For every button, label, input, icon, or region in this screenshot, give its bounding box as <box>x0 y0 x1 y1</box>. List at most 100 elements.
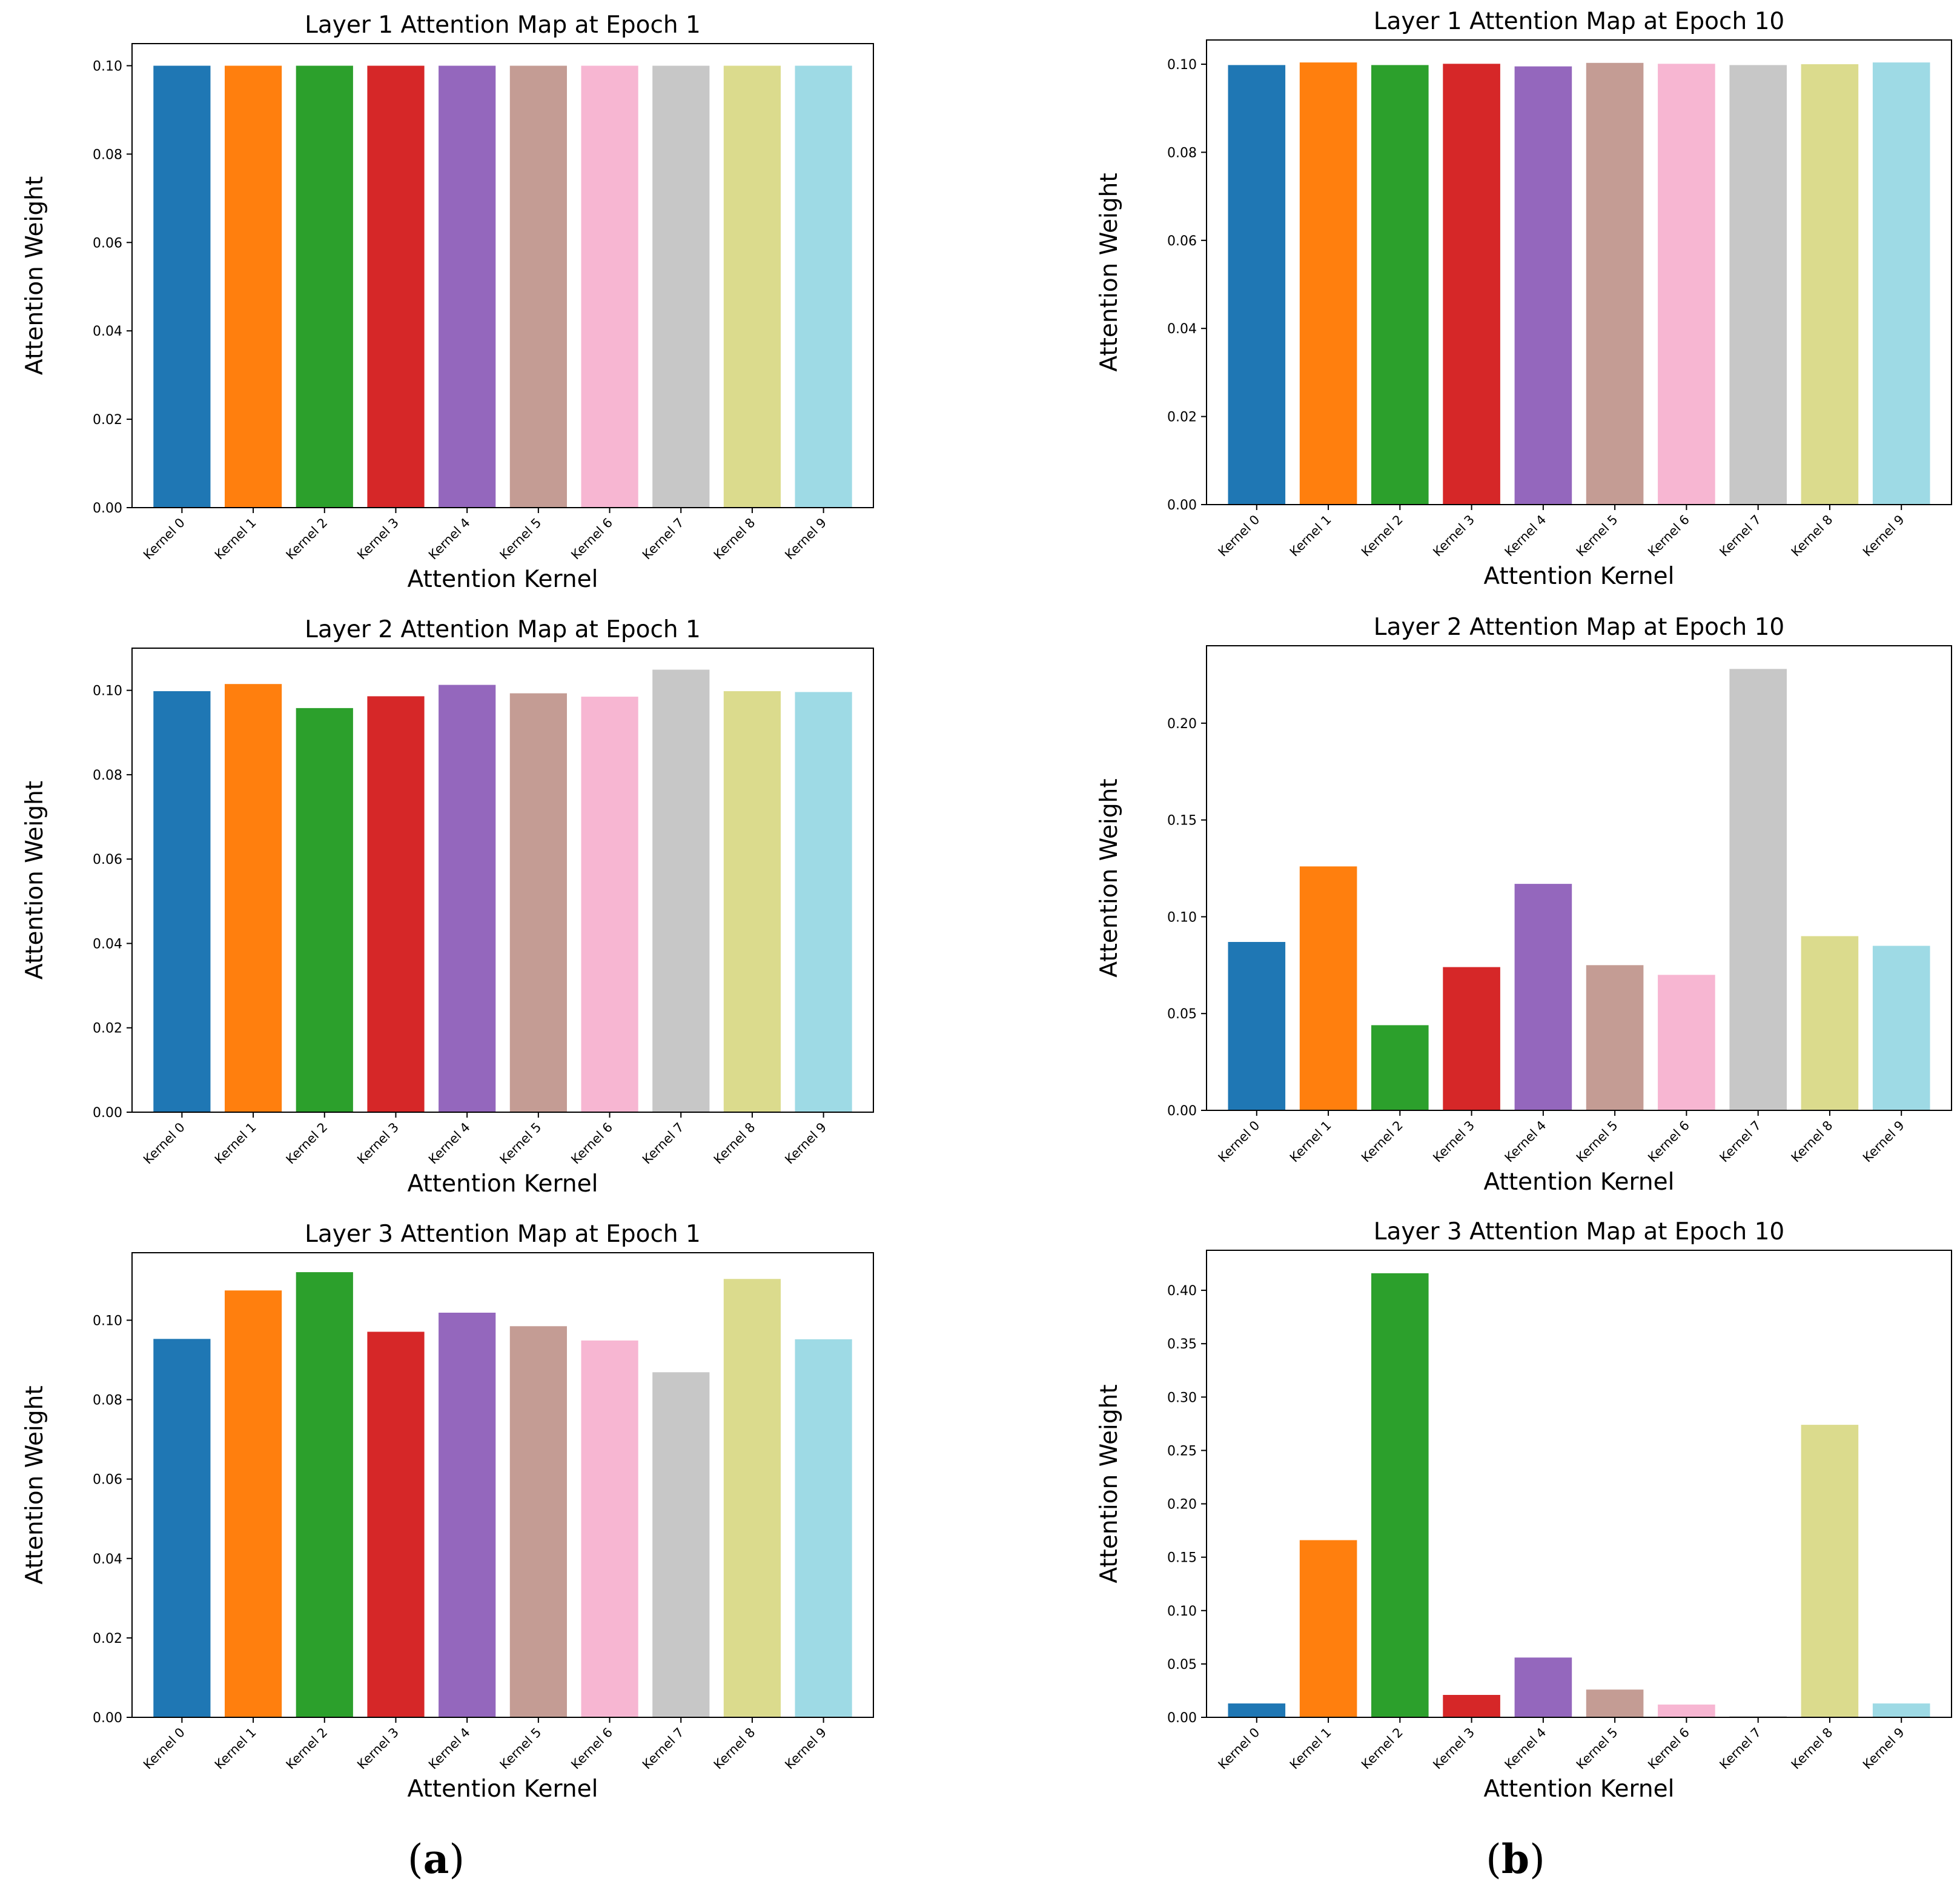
bar-kernel-1 <box>225 684 282 1112</box>
x-tick-label: Kernel 8 <box>1789 512 1836 560</box>
y-tick-label: 0.35 <box>1167 1337 1197 1352</box>
bar-kernel-6 <box>1658 1704 1715 1717</box>
bar-kernel-5 <box>1586 1689 1644 1717</box>
y-tick-label: 0.08 <box>93 768 122 783</box>
x-tick-label: Kernel 7 <box>1717 512 1764 560</box>
bar-kernel-9 <box>1872 1703 1930 1717</box>
x-tick-label: Kernel 1 <box>1287 1118 1334 1165</box>
x-tick-label: Kernel 0 <box>141 516 188 563</box>
axes-frame <box>131 1252 874 1718</box>
x-tick-label: Kernel 6 <box>568 1725 615 1772</box>
bar-kernel-7 <box>652 65 710 508</box>
bar-kernel-4 <box>439 1313 496 1717</box>
bar-kernel-9 <box>795 1339 852 1717</box>
y-tick-label: 0.08 <box>1167 145 1197 161</box>
x-tick-label: Kernel 3 <box>354 1120 402 1167</box>
x-tick-label: Kernel 3 <box>354 516 402 563</box>
y-tick-label: 0.10 <box>93 59 122 74</box>
bar-kernel-3 <box>367 1331 425 1717</box>
bar-kernel-3 <box>1443 64 1500 505</box>
y-tick-label: 0.15 <box>1167 814 1197 829</box>
x-tick-label: Kernel 0 <box>141 1120 188 1167</box>
bar-kernel-1 <box>1299 62 1357 505</box>
y-tick-label: 0.00 <box>93 1106 122 1121</box>
x-tick-label: Kernel 6 <box>568 1120 615 1167</box>
x-tick-label: Kernel 1 <box>212 516 259 563</box>
x-tick-label: Kernel 9 <box>782 516 829 563</box>
x-tick-label: Kernel 3 <box>1430 1118 1477 1165</box>
chart-3: 0.00 0.02 0.04 0.06 0.08 0.10 Kernel 0 Kernel 1… <box>21 616 874 1198</box>
chart-4: 0.00 0.05 0.10 0.15 0.20 Kernel 0 Kernel 1 Kern… <box>1096 614 1952 1196</box>
x-tick-label: Kernel 3 <box>354 1725 402 1772</box>
x-tick-label: Kernel 7 <box>1717 1725 1764 1772</box>
x-tick-label: Kernel 9 <box>1860 512 1907 560</box>
bar-kernel-8 <box>1801 64 1859 505</box>
x-tick-label: Kernel 5 <box>497 1725 545 1772</box>
x-axis-label: Attention Kernel <box>408 1170 598 1198</box>
chart-title: Layer 3 Attention Map at Epoch 10 <box>1374 1218 1784 1245</box>
x-tick-label: Kernel 6 <box>568 516 615 563</box>
bar-kernel-6 <box>1658 975 1715 1110</box>
y-tick-label: 0.00 <box>1167 1711 1197 1726</box>
y-tick-label: 0.06 <box>93 236 122 251</box>
bar-kernel-0 <box>1228 942 1286 1110</box>
y-axis-label: Attention Weight <box>21 176 48 375</box>
x-tick-label: Kernel 7 <box>640 516 687 563</box>
x-tick-label: Kernel 3 <box>1430 1725 1477 1772</box>
y-tick-label: 0.06 <box>93 1473 122 1488</box>
y-tick-label: 0.04 <box>1167 322 1197 337</box>
y-tick-label: 0.02 <box>93 413 122 428</box>
x-tick-label: Kernel 2 <box>283 516 331 563</box>
y-axis-label: Attention Weight <box>1096 173 1123 371</box>
x-tick-label: Kernel 8 <box>1789 1118 1836 1165</box>
bar-kernel-1 <box>1299 1540 1357 1717</box>
y-tick-label: 0.08 <box>93 147 122 162</box>
y-tick-label: 0.00 <box>93 1711 122 1726</box>
bar-kernel-0 <box>153 65 211 508</box>
y-tick-label: 0.10 <box>1167 58 1197 73</box>
x-tick-label: Kernel 4 <box>1502 1118 1549 1165</box>
chart-title: Layer 2 Attention Map at Epoch 10 <box>1374 614 1784 641</box>
bar-kernel-2 <box>296 1272 353 1717</box>
bar-kernel-7 <box>1729 669 1787 1110</box>
x-tick-label: Kernel 4 <box>426 516 473 563</box>
x-axis-label: Attention Kernel <box>408 566 598 593</box>
y-tick-label: 0.00 <box>1167 498 1197 513</box>
x-tick-label: Kernel 2 <box>283 1120 331 1167</box>
bar-kernel-7 <box>1729 65 1787 505</box>
bar-kernel-6 <box>581 65 638 508</box>
x-tick-label: Kernel 8 <box>711 1120 758 1167</box>
bar-kernel-5 <box>1586 62 1644 505</box>
bar-kernel-5 <box>509 1326 567 1717</box>
bar-kernel-2 <box>1371 1273 1429 1717</box>
y-axis-label: Attention Weight <box>21 781 48 980</box>
x-tick-label: Kernel 1 <box>212 1120 259 1167</box>
y-axis-label: Attention Weight <box>21 1385 48 1584</box>
bar-kernel-0 <box>153 691 211 1112</box>
bar-kernel-9 <box>1872 946 1930 1110</box>
y-tick-label: 0.25 <box>1167 1444 1197 1459</box>
y-tick-label: 0.04 <box>93 1552 122 1567</box>
y-tick-label: 0.10 <box>1167 1604 1197 1619</box>
chart-title: Layer 1 Attention Map at Epoch 1 <box>305 12 701 39</box>
bar-kernel-9 <box>1872 62 1930 505</box>
x-tick-label: Kernel 9 <box>1860 1118 1907 1165</box>
y-tick-label: 0.04 <box>93 324 122 339</box>
bar-kernel-7 <box>652 669 710 1112</box>
bar-kernel-9 <box>795 692 852 1112</box>
y-axis-label: Attention Weight <box>1096 1384 1123 1583</box>
y-tick-label: 0.20 <box>1167 717 1197 732</box>
x-tick-label: Kernel 4 <box>1502 512 1549 560</box>
x-tick-label: Kernel 8 <box>711 516 758 563</box>
axes-frame <box>131 43 874 508</box>
x-tick-label: Kernel 0 <box>141 1725 188 1772</box>
bar-kernel-6 <box>581 1340 638 1717</box>
bar-kernel-6 <box>581 697 638 1112</box>
chart-6: 0.00 0.05 0.10 0.15 0.20 0.25 0.30 0.35 0.40 Kern… <box>1096 1218 1952 1803</box>
bar-kernel-1 <box>1299 866 1357 1110</box>
bar-kernel-1 <box>225 65 282 508</box>
x-tick-label: Kernel 6 <box>1645 1118 1692 1165</box>
x-tick-label: Kernel 7 <box>640 1725 687 1772</box>
bar-kernel-0 <box>1228 1703 1286 1717</box>
y-tick-label: 0.02 <box>1167 410 1197 425</box>
